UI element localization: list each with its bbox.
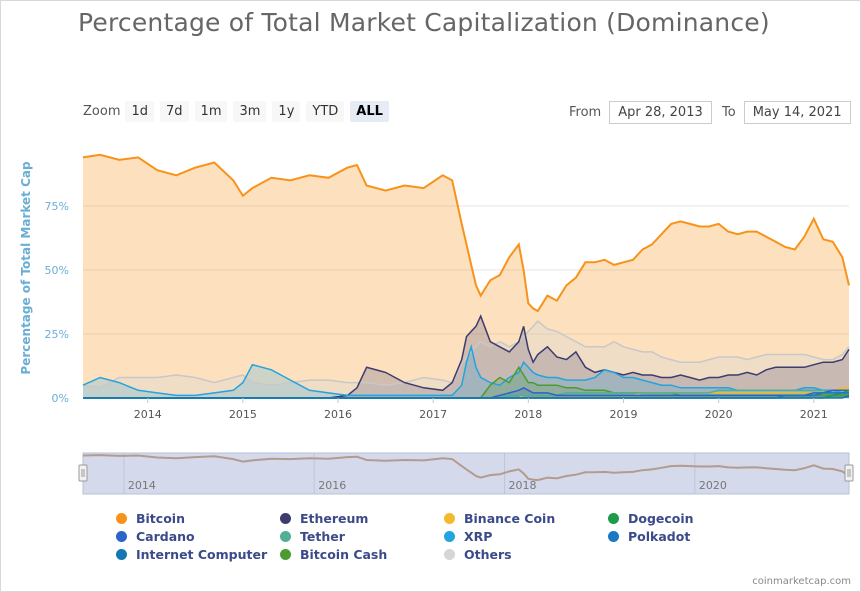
chart-title: Percentage of Total Market Capitalizatio… bbox=[78, 8, 770, 37]
from-date-input[interactable]: Apr 28, 2013 bbox=[609, 101, 712, 124]
zoom-label: Zoom bbox=[83, 104, 121, 119]
zoom-ytd-button[interactable]: YTD bbox=[306, 101, 345, 122]
y-tick-label: 75% bbox=[45, 200, 69, 213]
y-tick-label: 50% bbox=[45, 264, 69, 277]
legend-label: Bitcoin bbox=[136, 511, 185, 526]
source-credit[interactable]: coinmarketcap.com bbox=[752, 576, 851, 587]
navigator-left-handle[interactable] bbox=[78, 464, 88, 482]
zoom-3m-button[interactable]: 3m bbox=[233, 101, 267, 122]
x-tick-label: 2015 bbox=[229, 408, 257, 421]
x-tick-label: 2021 bbox=[800, 408, 828, 421]
legend-item-binance-coin[interactable]: Binance Coin bbox=[444, 511, 608, 526]
legend-label: Ethereum bbox=[300, 511, 369, 526]
legend-item-bitcoin[interactable]: Bitcoin bbox=[116, 511, 280, 526]
bitcoin-cash-dot-icon bbox=[280, 549, 291, 560]
internet-computer-dot-icon bbox=[116, 549, 127, 560]
navigator-series-line bbox=[82, 454, 850, 482]
legend-item-polkadot[interactable]: Polkadot bbox=[608, 529, 772, 544]
bitcoin-dot-icon bbox=[116, 513, 127, 524]
area-bitcoin bbox=[83, 154, 849, 398]
line-internet-computer[interactable] bbox=[83, 394, 850, 399]
cardano-dot-icon bbox=[116, 531, 127, 542]
legend-label: Dogecoin bbox=[628, 511, 694, 526]
series-lines bbox=[82, 153, 850, 399]
legend-item-xrp[interactable]: XRP bbox=[444, 529, 608, 544]
legend-item-cardano[interactable]: Cardano bbox=[116, 529, 280, 544]
zoom-bar: Zoom 1d 7d 1m 3m 1y YTD ALL bbox=[83, 101, 395, 122]
legend-item-internet-computer[interactable]: Internet Computer bbox=[116, 547, 280, 562]
from-label: From bbox=[569, 105, 602, 120]
legend: Bitcoin Ethereum Binance Coin Dogecoin C… bbox=[116, 511, 772, 562]
x-tick-label: 2016 bbox=[324, 408, 352, 421]
x-tick-label: 2014 bbox=[134, 408, 162, 421]
legend-item-ethereum[interactable]: Ethereum bbox=[280, 511, 444, 526]
y-axis-ticks: 0% 25% 50% 75% bbox=[45, 200, 69, 405]
navigator[interactable]: 2014 2016 2018 2020 bbox=[78, 452, 854, 495]
legend-label: Polkadot bbox=[628, 529, 691, 544]
legend-label: Internet Computer bbox=[136, 547, 268, 562]
legend-label: Others bbox=[464, 547, 512, 562]
xrp-dot-icon bbox=[444, 531, 455, 542]
navigator-tick-label: 2020 bbox=[699, 479, 727, 492]
navigator-tick-label: 2014 bbox=[128, 479, 156, 492]
x-tick-label: 2017 bbox=[419, 408, 447, 421]
legend-label: Tether bbox=[300, 529, 345, 544]
legend-item-others[interactable]: Others bbox=[444, 547, 608, 562]
zoom-7d-button[interactable]: 7d bbox=[160, 101, 189, 122]
legend-label: Binance Coin bbox=[464, 511, 556, 526]
y-tick-label: 0% bbox=[52, 392, 69, 405]
legend-label: XRP bbox=[464, 529, 493, 544]
legend-label: Cardano bbox=[136, 529, 195, 544]
navigator-mask[interactable] bbox=[82, 452, 850, 495]
y-tick-label: 25% bbox=[45, 328, 69, 341]
dogecoin-dot-icon bbox=[608, 513, 619, 524]
navigator-tick-label: 2018 bbox=[509, 479, 537, 492]
zoom-1d-button[interactable]: 1d bbox=[125, 101, 155, 122]
x-tick-label: 2018 bbox=[514, 408, 542, 421]
line-others[interactable] bbox=[82, 320, 850, 389]
navigator-tick-label: 2016 bbox=[318, 479, 346, 492]
area-others bbox=[83, 321, 849, 398]
y-axis-label: Percentage of Total Market Cap bbox=[19, 161, 33, 375]
range-to: To May 14, 2021 bbox=[722, 101, 851, 124]
navigator-right-handle[interactable] bbox=[844, 464, 854, 482]
zoom-1m-button[interactable]: 1m bbox=[194, 101, 228, 122]
legend-item-bitcoin-cash[interactable]: Bitcoin Cash bbox=[280, 547, 444, 562]
zoom-all-button[interactable]: ALL bbox=[350, 101, 389, 122]
ethereum-dot-icon bbox=[280, 513, 291, 524]
x-axis-ticks: 2014 2015 2016 2017 2018 2019 2020 2021 bbox=[134, 398, 828, 421]
to-date-input[interactable]: May 14, 2021 bbox=[743, 101, 851, 124]
x-tick-label: 2019 bbox=[609, 408, 637, 421]
others-dot-icon bbox=[444, 549, 455, 560]
to-label: To bbox=[722, 105, 736, 120]
zoom-1y-button[interactable]: 1y bbox=[272, 101, 301, 122]
tether-dot-icon bbox=[280, 531, 291, 542]
binance-coin-dot-icon bbox=[444, 513, 455, 524]
range-from: From Apr 28, 2013 bbox=[569, 101, 712, 124]
polkadot-dot-icon bbox=[608, 531, 619, 542]
legend-item-dogecoin[interactable]: Dogecoin bbox=[608, 511, 772, 526]
line-bitcoin[interactable] bbox=[82, 153, 850, 313]
legend-item-tether[interactable]: Tether bbox=[280, 529, 444, 544]
legend-label: Bitcoin Cash bbox=[300, 547, 388, 562]
x-tick-label: 2020 bbox=[705, 408, 733, 421]
